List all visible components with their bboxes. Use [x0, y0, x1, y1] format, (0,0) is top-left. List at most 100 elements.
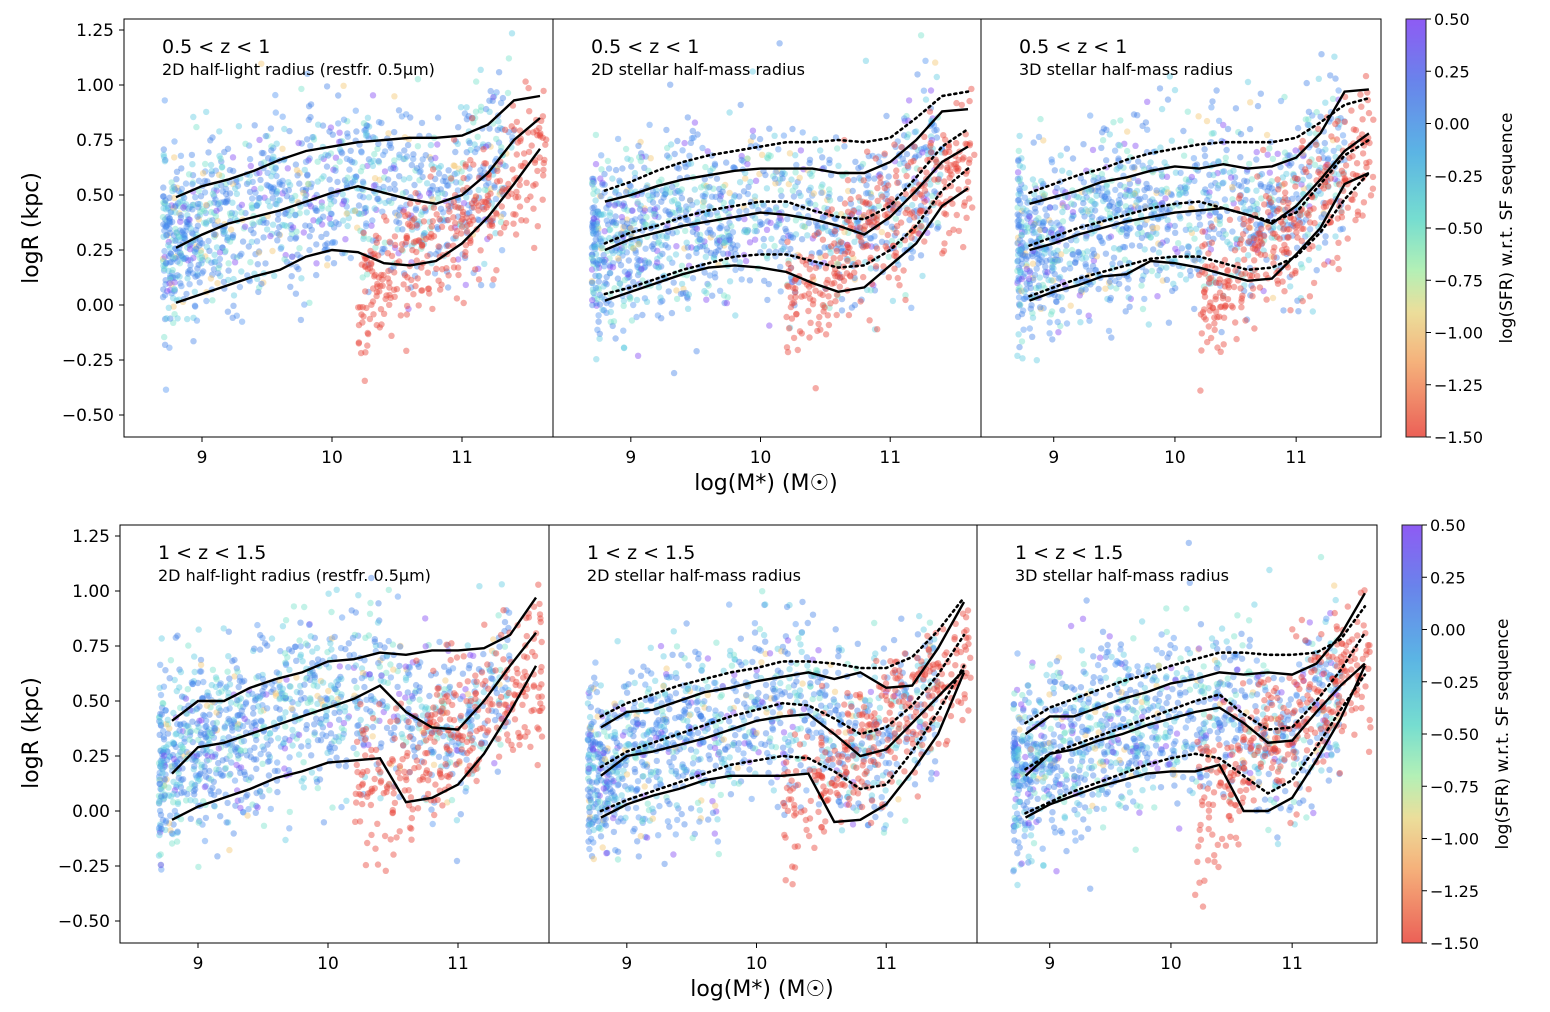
scatter-point: [1258, 195, 1265, 202]
scatter-point: [1232, 105, 1240, 112]
scatter-point-quiescent: [1216, 303, 1224, 311]
scatter-point: [1240, 199, 1247, 207]
scatter-point: [264, 169, 271, 177]
scatter-point: [701, 287, 708, 295]
scatter-point: [1126, 187, 1134, 194]
scatter-point: [1148, 267, 1156, 275]
scatter-point: [261, 159, 268, 166]
scatter-point: [681, 245, 688, 252]
scatter-point: [1156, 85, 1164, 92]
scatter-point: [753, 227, 760, 235]
scatter-point: [1101, 193, 1108, 200]
scatter-point: [1039, 222, 1046, 229]
scatter-point-quiescent: [822, 331, 830, 338]
scatter-point: [412, 205, 420, 212]
scatter-point: [1104, 188, 1111, 195]
scatter-point: [1110, 245, 1118, 252]
scatter-point-quiescent: [445, 216, 452, 224]
scatter-point: [1234, 244, 1241, 251]
scatter-point: [236, 283, 244, 291]
scatter-point: [302, 187, 309, 195]
scatter-point: [1164, 96, 1172, 103]
scatter-point: [164, 213, 171, 221]
scatter-point: [880, 180, 887, 188]
scatter-point: [685, 161, 692, 168]
scatter-point: [197, 247, 205, 254]
scatter-point: [429, 196, 436, 203]
scatter-point: [647, 206, 654, 213]
scatter-point: [1304, 121, 1312, 128]
scatter-point: [1279, 174, 1287, 181]
scatter-point: [649, 199, 657, 206]
scatter-point-quiescent: [882, 243, 889, 250]
scatter-point-quiescent: [1359, 212, 1366, 219]
scatter-point: [894, 138, 901, 145]
scatter-point: [634, 352, 642, 359]
scatter-point: [1115, 164, 1122, 171]
scatter-point: [1237, 154, 1244, 161]
scatter-point: [157, 785, 164, 793]
scatter-point-quiescent: [1292, 183, 1299, 190]
scatter-point: [1277, 97, 1285, 105]
scatter-point: [781, 243, 788, 251]
scatter-point-quiescent: [481, 198, 488, 205]
scatter-point: [834, 145, 841, 152]
scatter-point-quiescent: [369, 251, 376, 258]
scatter-point: [190, 254, 197, 262]
scatter-point: [1052, 298, 1060, 305]
scatter-point: [414, 143, 422, 150]
scatter-point: [457, 179, 464, 186]
scatter-point: [867, 189, 874, 197]
scatter-point: [166, 259, 174, 266]
scatter-point: [189, 161, 196, 168]
scatter-point: [1208, 130, 1216, 137]
scatter-point: [1283, 170, 1290, 178]
scatter-point: [1276, 224, 1284, 231]
scatter-point: [395, 107, 403, 114]
scatter-point: [1251, 236, 1258, 244]
scatter-point: [588, 244, 596, 251]
scatter-point: [1147, 234, 1154, 241]
scatter-point: [194, 213, 201, 220]
scatter-point: [354, 704, 361, 711]
scatter-point: [174, 248, 181, 255]
scatter-point: [621, 205, 628, 213]
scatter-point: [365, 156, 373, 163]
scatter-point: [1078, 207, 1085, 214]
scatter-point: [403, 666, 410, 673]
scatter-point: [1103, 126, 1110, 133]
scatter-point: [466, 165, 473, 172]
scatter-point-quiescent: [466, 218, 473, 225]
scatter-point: [202, 209, 209, 217]
scatter-point: [1196, 249, 1203, 256]
scatter-point: [479, 204, 486, 211]
scatter-point: [1096, 234, 1104, 241]
scatter-point: [871, 326, 879, 333]
scatter-point: [213, 244, 221, 251]
scatter-point-quiescent: [848, 250, 856, 257]
scatter-point-quiescent: [421, 204, 428, 212]
scatter-point: [425, 641, 432, 649]
scatter-point: [1267, 212, 1274, 219]
scatter-point-quiescent: [921, 238, 928, 245]
scatter-point: [683, 216, 690, 223]
scatter-point: [350, 664, 358, 671]
solid-line-1: [175, 94, 541, 199]
scatter-point: [1335, 87, 1342, 94]
scatter-point: [161, 262, 169, 269]
scatter-point-quiescent: [368, 261, 375, 268]
scatter-point: [208, 171, 215, 178]
scatter-point-quiescent: [512, 194, 519, 201]
scatter-point-quiescent: [1262, 271, 1270, 278]
scatter-point: [624, 155, 631, 162]
scatter-point: [688, 135, 696, 142]
scatter-point: [346, 166, 353, 173]
scatter-point: [859, 160, 867, 168]
scatter-point: [1057, 322, 1064, 330]
scatter-point: [1016, 212, 1023, 219]
scatter-point: [172, 253, 180, 260]
scatter-point-quiescent: [1261, 251, 1269, 259]
scatter-point-quiescent: [1267, 199, 1275, 206]
scatter-point: [1257, 222, 1264, 229]
scatter-point: [185, 216, 192, 223]
